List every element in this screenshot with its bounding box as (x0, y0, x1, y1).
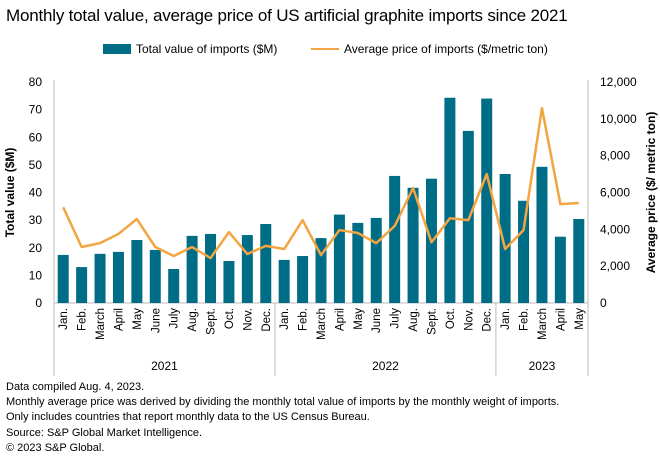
x-tick-label: Dec. (261, 308, 273, 332)
y2-tick-label: 6,000 (600, 186, 630, 200)
bar (112, 251, 124, 303)
bar (444, 97, 456, 303)
bar (389, 175, 401, 303)
legend-label: Average price of imports ($/metric ton) (344, 42, 548, 56)
bar (499, 173, 511, 303)
footnote: Source: S&P Global Market Intelligence. (6, 426, 203, 439)
x-tick-label: Jan. (500, 308, 512, 330)
legend-item-line: Average price of imports ($/metric ton) (311, 42, 548, 56)
bar (168, 269, 180, 303)
bar (223, 261, 235, 303)
x-tick-label: March (316, 308, 328, 340)
x-tick-label: March (95, 308, 107, 340)
chart-title: Monthly total value, average price of US… (6, 6, 568, 25)
y-tick-label: 0 (35, 296, 42, 310)
bar (352, 222, 364, 303)
y-tick-label: 70 (29, 103, 43, 117)
y-tick-label: 10 (29, 268, 43, 282)
x-tick-label: Jan. (58, 308, 70, 330)
x-tick-label: Feb. (77, 308, 89, 331)
legend-item-bar: Total value of imports ($M) (103, 42, 277, 56)
x-tick-label: Sept. (206, 308, 218, 335)
x-tick-label: Aug. (408, 308, 420, 332)
y2-tick-label: 2,000 (600, 259, 630, 273)
x-tick-label: May (574, 308, 586, 330)
bar (131, 240, 143, 303)
x-tick-label: June (150, 308, 162, 333)
footnote: Data compiled Aug. 4, 2023. (6, 381, 145, 393)
bar (481, 98, 493, 303)
x-tick-label: Nov. (463, 308, 475, 331)
legend-swatch-line (311, 47, 339, 51)
bar (573, 219, 585, 303)
bar (241, 235, 253, 303)
x-tick-label: April (113, 308, 125, 331)
bar (57, 254, 69, 303)
chart-plot: 0 10 20 30 40 50 60 70 80 0 2,000 4,000 6,000 8,000 10… (3, 75, 658, 376)
bar (518, 200, 530, 303)
bar (278, 259, 290, 303)
bar (297, 256, 309, 303)
x-tick-label: April (555, 308, 567, 331)
x-tick-label: Feb. (298, 308, 310, 331)
x-tick-label: Oct. (445, 308, 457, 329)
bar (536, 166, 548, 303)
x-tick-label: April (334, 308, 346, 331)
bar (186, 235, 198, 303)
x-group-label: 2022 (372, 359, 399, 373)
bar (554, 236, 566, 303)
x-tick-label: July (169, 308, 181, 329)
footnote: © 2023 S&P Global. (6, 441, 105, 454)
bar (407, 187, 419, 303)
bar (205, 233, 217, 303)
bar (370, 217, 382, 303)
x-tick-label: July (390, 308, 402, 329)
x-group-label: 2021 (151, 359, 178, 373)
y2-tick-label: 8,000 (600, 149, 630, 163)
bar (94, 253, 106, 303)
y-tick-label: 20 (29, 241, 43, 255)
y-tick-label: 60 (29, 130, 43, 144)
y2-tick-label: 10,000 (600, 112, 637, 126)
x-tick-label: Jan. (279, 308, 291, 330)
y2-tick-label: 12,000 (600, 75, 637, 89)
x-tick-label: June (371, 308, 383, 333)
legend-swatch-bar (103, 44, 131, 54)
x-tick-label: Feb. (519, 308, 531, 331)
x-tick-label: Sept. (426, 308, 438, 335)
x-tick-label: March (537, 308, 549, 340)
x-tick-label: May (353, 308, 365, 330)
y2-tick-label: 0 (600, 296, 607, 310)
x-tick-label: Oct. (224, 308, 236, 329)
y-tick-label: 40 (29, 186, 43, 200)
footnote: Only includes countries that report mont… (6, 411, 370, 424)
bar (260, 223, 272, 303)
x-tick-label: May (132, 308, 144, 330)
bar (333, 214, 345, 303)
footnotes: Data compiled Aug. 4, 2023. Monthly aver… (6, 380, 559, 456)
bar (76, 267, 88, 303)
y-axis-title: Total value ($M) (3, 148, 17, 238)
y-tick-label: 30 (29, 213, 43, 227)
legend-label: Total value of imports ($M) (136, 42, 278, 56)
footnote: Monthly average price was derived by div… (6, 396, 560, 409)
x-tick-label: Aug. (187, 308, 199, 332)
y2-tick-label: 4,000 (600, 222, 630, 236)
x-tick-label: Dec. (482, 308, 494, 332)
y2-axis-title: Average price ($/ metric ton) (644, 112, 658, 274)
bar (315, 238, 327, 303)
y-tick-label: 80 (29, 75, 43, 89)
bar (149, 249, 161, 303)
x-group-label: 2023 (529, 359, 556, 373)
x-tick-label: Nov. (242, 308, 254, 331)
y-tick-label: 50 (29, 158, 43, 172)
